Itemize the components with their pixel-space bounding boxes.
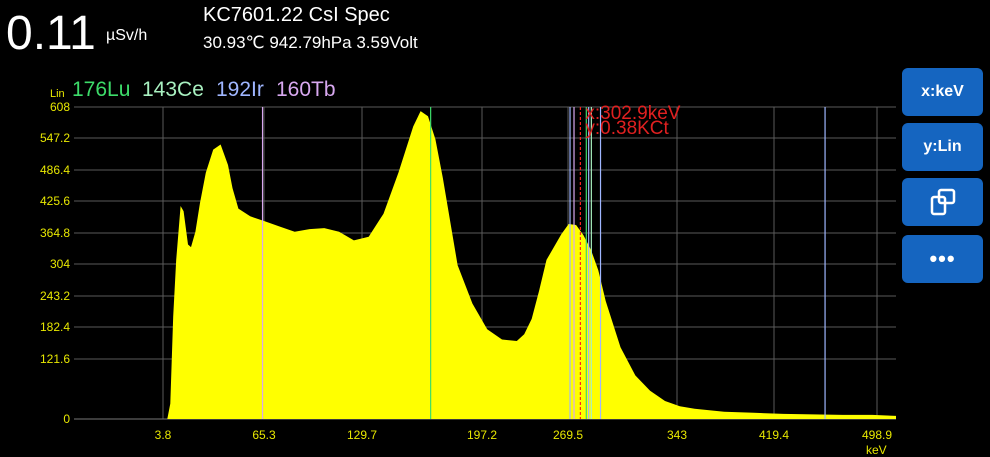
y-tick-label: 364.8 xyxy=(40,226,70,240)
y-tick-label: 608 xyxy=(50,100,70,114)
y-tick-label: 304 xyxy=(50,257,70,271)
isotope-label-tb160[interactable]: 160Tb xyxy=(276,78,336,101)
axis-ticks: 0 121.6 182.4 243.2 304 364.8 425.6 486.4 547.2 6… xyxy=(40,100,892,442)
y-tick-label: 182.4 xyxy=(40,320,70,334)
x-tick-label: 129.7 xyxy=(347,428,377,442)
y-tick-label: 425.6 xyxy=(40,194,70,208)
y-tick-label: 0 xyxy=(63,412,70,426)
device-title: KC7601.22 CsI Spec xyxy=(203,4,390,26)
y-axis-scale-button[interactable]: y:Lin xyxy=(902,123,983,171)
y-tick-label: 243.2 xyxy=(40,289,70,303)
y-tick-label: 486.4 xyxy=(40,163,70,177)
dose-rate-value: 0.11 xyxy=(6,7,96,60)
y-tick-label: 547.2 xyxy=(40,131,70,145)
spectrum-area xyxy=(167,111,897,419)
isotope-markers xyxy=(261,107,826,419)
x-tick-label: 3.8 xyxy=(155,428,172,442)
x-tick-label: 498.9 xyxy=(862,428,892,442)
rotate-screen-icon xyxy=(930,188,955,216)
more-dots-icon: ••• xyxy=(929,246,956,271)
isotope-label-ce143[interactable]: 143Ce xyxy=(142,78,204,101)
x-axis-unit-button[interactable]: x:keV xyxy=(902,68,983,116)
rotate-screen-button[interactable] xyxy=(902,178,983,226)
cursor-x-readout: x:302.9keV xyxy=(585,103,680,124)
scale-mode-label: Lin xyxy=(50,88,65,100)
x-tick-label: 343 xyxy=(667,428,687,442)
x-tick-label: 197.2 xyxy=(467,428,497,442)
x-tick-label: 269.5 xyxy=(553,428,583,442)
dose-rate-unit: µSv/h xyxy=(106,27,148,44)
more-options-button[interactable]: ••• xyxy=(902,235,983,283)
cursor-y-readout: y:0.38KCt xyxy=(585,118,669,139)
y-tick-label: 121.6 xyxy=(40,352,70,366)
isotope-label-lu176[interactable]: 176Lu xyxy=(72,78,131,101)
isotope-label-ir192[interactable]: 192Ir xyxy=(216,78,264,101)
x-axis-unit: keV xyxy=(866,443,887,457)
x-tick-label: 65.3 xyxy=(252,428,276,442)
environment-status: 30.93℃ 942.79hPa 3.59Volt xyxy=(203,33,418,52)
x-tick-label: 419.4 xyxy=(759,428,789,442)
